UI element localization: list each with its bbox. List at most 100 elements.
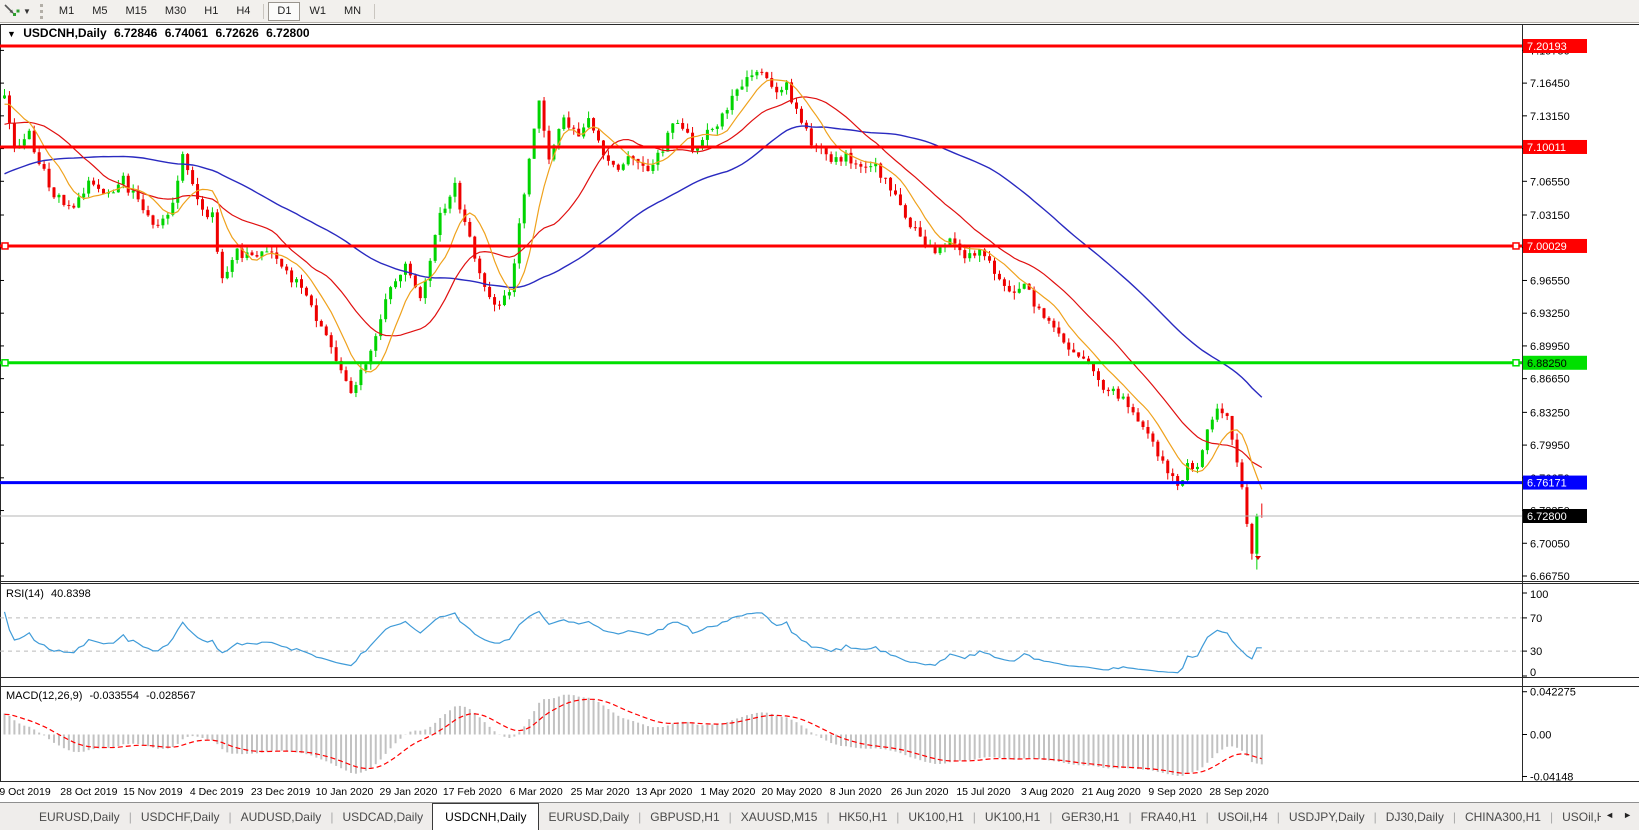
tab-hk50-h1[interactable]: HK50,H1 <box>838 810 888 824</box>
date-label: 4 Dec 2019 <box>190 786 244 798</box>
candle <box>1176 476 1180 486</box>
tab-scroll-controls: ◄ ► <box>1601 808 1636 822</box>
timeframe-h4[interactable]: H4 <box>236 4 251 17</box>
tab-usdcnh-daily[interactable]: USDCNH,Daily <box>432 803 540 830</box>
tab-scroll-right-icon[interactable]: ► <box>1623 810 1632 820</box>
tab-eurusd-daily[interactable]: EURUSD,Daily <box>548 810 630 824</box>
candle <box>1186 463 1190 481</box>
candle <box>1027 283 1031 290</box>
line-handle[interactable] <box>1512 359 1520 367</box>
tab-dj30-daily[interactable]: DJ30,Daily <box>1385 810 1444 824</box>
macd-tick-label: 0.00 <box>1530 730 1551 742</box>
candle <box>993 260 996 274</box>
candle <box>205 209 209 218</box>
tab-scroll-left-icon[interactable]: ◄ <box>1605 810 1615 820</box>
date-label: 9 Oct 2019 <box>0 786 51 798</box>
rsi-panel-label: RSI(14) 40.8398 <box>6 588 95 600</box>
collapse-triangle-icon[interactable]: ▼ <box>7 29 16 39</box>
tab-separator: | <box>638 810 642 824</box>
candle <box>592 118 596 131</box>
tab-ger30-h1[interactable]: GER30,H1 <box>1061 810 1120 824</box>
toolbar-separator <box>374 3 376 19</box>
symbol-label: USDCNH,Daily <box>23 26 107 40</box>
tab-separator: | <box>228 810 232 824</box>
timeframe-m15[interactable]: M15 <box>125 4 147 17</box>
chevron-down-icon[interactable]: ▼ <box>23 6 31 16</box>
tab-audusd-daily[interactable]: AUDUSD,Daily <box>240 810 322 824</box>
chart-title: ▼ USDCNH,Daily 6.72846 6.74061 6.72626 6… <box>7 26 314 40</box>
tab-usdchf-daily[interactable]: USDCHF,Daily <box>140 810 220 824</box>
candle <box>1077 352 1081 357</box>
date-label: 10 Jan 2020 <box>316 786 374 798</box>
candle <box>408 263 412 276</box>
price-tick-label: 7.06550 <box>1530 176 1570 188</box>
line-handle[interactable] <box>1 242 9 250</box>
timeframe-m5[interactable]: M5 <box>92 4 108 17</box>
tab-xauusd-m15[interactable]: XAUUSD,M15 <box>740 810 818 824</box>
date-label: 6 Mar 2020 <box>510 786 563 798</box>
candle <box>161 218 165 226</box>
macd-signal-value: -0.028567 <box>146 690 196 702</box>
candle <box>745 77 749 87</box>
timeframe-m1[interactable]: M1 <box>58 4 75 17</box>
candle <box>527 158 531 195</box>
tab-usdcad-daily[interactable]: USDCAD,Daily <box>342 810 424 824</box>
candle <box>329 335 333 348</box>
moving-average-20 <box>4 96 1263 469</box>
toolbar-grip <box>39 3 43 19</box>
tab-uk100-h1[interactable]: UK100,H1 <box>984 810 1041 824</box>
price-level-label <box>1523 355 1587 370</box>
tab-eurusd-daily[interactable]: EURUSD,Daily <box>39 810 120 824</box>
candle <box>97 184 101 189</box>
timeframe-mn[interactable]: MN <box>343 4 362 17</box>
candle <box>1096 371 1100 381</box>
candle <box>923 236 927 246</box>
tab-gbpusd-h1[interactable]: GBPUSD,H1 <box>650 810 720 824</box>
candle <box>582 127 586 137</box>
tab-fra40-h1[interactable]: FRA40,H1 <box>1140 810 1197 824</box>
tab-usdjpy-daily[interactable]: USDJPY,Daily <box>1288 810 1365 824</box>
candle <box>1067 342 1071 350</box>
candle <box>597 130 600 141</box>
candle <box>265 251 269 253</box>
candle <box>240 248 244 258</box>
candle <box>443 208 447 213</box>
candle <box>854 163 858 165</box>
candle <box>389 287 393 300</box>
candle <box>12 122 16 149</box>
timeframe-h1[interactable]: H1 <box>204 4 219 17</box>
candle <box>493 297 497 305</box>
candle <box>102 188 105 194</box>
candle <box>834 157 838 162</box>
price-level-label <box>1523 39 1587 53</box>
candle <box>616 164 620 170</box>
candle <box>438 212 442 235</box>
candle <box>661 151 665 153</box>
rsi-tick-label: 30 <box>1530 646 1542 658</box>
candle <box>933 245 937 254</box>
timeframe-m30[interactable]: M30 <box>164 4 187 17</box>
candle <box>27 130 31 140</box>
candle <box>1161 456 1165 461</box>
tab-separator: | <box>1549 810 1554 824</box>
candle <box>215 212 219 252</box>
open-value: 6.72846 <box>113 26 158 40</box>
timeframe-d1[interactable]: D1 <box>268 1 301 21</box>
tab-china300-h1[interactable]: CHINA300,H1 <box>1464 810 1541 824</box>
chart-cursor-icon[interactable] <box>2 2 22 20</box>
tab-usoil-h[interactable]: USOil,H <box>1562 810 1606 824</box>
candle <box>1121 396 1125 399</box>
line-handle[interactable] <box>1 359 9 367</box>
line-handle[interactable] <box>1512 242 1520 250</box>
timeframe-w1[interactable]: W1 <box>309 4 326 17</box>
tab-usoil-h4[interactable]: USOil,H4 <box>1217 810 1268 824</box>
tab-uk100-h1[interactable]: UK100,H1 <box>908 810 964 824</box>
price-level-label <box>1523 139 1587 154</box>
candle <box>394 281 398 288</box>
date-label: 13 Apr 2020 <box>636 786 693 798</box>
candle <box>1126 396 1130 408</box>
date-label: 28 Sep 2020 <box>1209 786 1269 798</box>
candle <box>22 139 26 146</box>
candle <box>32 130 36 153</box>
